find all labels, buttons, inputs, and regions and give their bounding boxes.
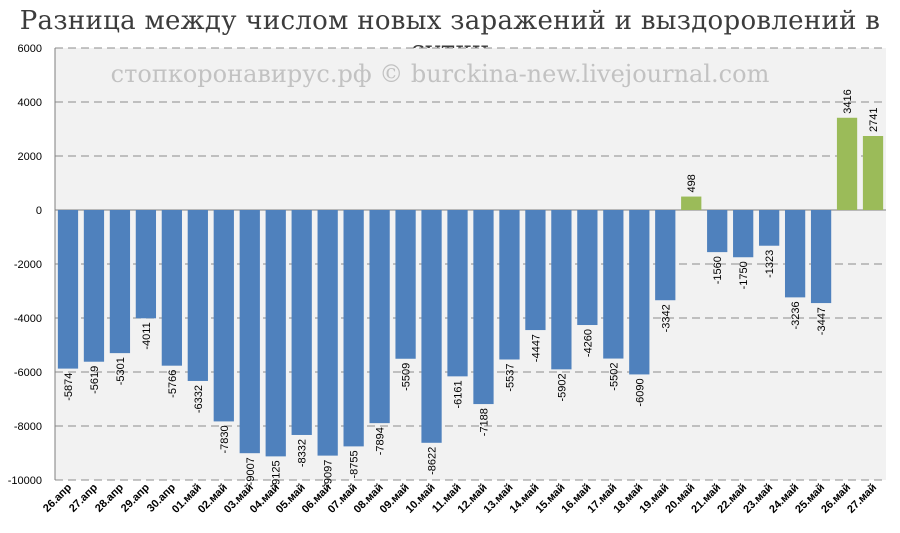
bar (187, 210, 208, 381)
data-label: -9125 (271, 460, 283, 488)
bar (213, 210, 234, 422)
data-label: -3342 (660, 304, 672, 332)
bar (784, 210, 806, 298)
data-label: -7830 (219, 425, 231, 453)
data-label: 2741 (868, 108, 880, 132)
data-label: -4260 (582, 329, 594, 357)
bar (369, 210, 390, 424)
bar (551, 210, 572, 370)
y-tick-label: 0 (36, 205, 42, 217)
data-label: -7894 (375, 427, 387, 455)
bar (525, 210, 546, 331)
bar (83, 210, 105, 362)
data-label: -1560 (712, 256, 724, 284)
bar (499, 210, 520, 360)
bar (759, 210, 780, 246)
data-label: -5766 (167, 370, 179, 398)
y-tick-label: 4000 (18, 97, 42, 109)
data-label: -5537 (504, 363, 516, 391)
data-label: -3236 (790, 301, 802, 329)
data-label: 498 (686, 174, 698, 192)
data-label: -5509 (401, 363, 413, 391)
data-label: -6090 (634, 378, 646, 406)
bar (57, 210, 79, 369)
data-label: -5619 (89, 366, 101, 394)
data-label: -6332 (193, 385, 205, 413)
data-label: -5502 (608, 363, 620, 391)
data-label: -8332 (297, 439, 309, 467)
data-label: -8622 (427, 447, 439, 475)
data-label: -9097 (323, 460, 335, 488)
data-label: -7188 (478, 408, 490, 436)
bar (447, 210, 468, 377)
bar (395, 210, 416, 359)
bar (291, 210, 312, 435)
y-tick-label: -6000 (14, 367, 42, 379)
bar (603, 210, 624, 359)
bar (317, 210, 338, 456)
y-tick-label: -2000 (14, 259, 42, 271)
bar (343, 210, 364, 447)
bar (421, 210, 442, 443)
bar (707, 210, 728, 253)
bar (239, 210, 260, 454)
x-tick-label: 27.май (845, 482, 879, 516)
data-label: -4011 (141, 322, 153, 349)
bar (862, 135, 884, 210)
bar (161, 210, 182, 366)
data-label: -9007 (245, 457, 257, 485)
bar (473, 210, 494, 405)
x-axis: 26.апр27.апр28.апр29.апр30.апр01.май02.м… (41, 481, 879, 515)
data-label: -5874 (63, 373, 75, 401)
y-tick-label: -10000 (8, 475, 42, 487)
y-tick-label: -8000 (14, 421, 42, 433)
data-label: -4447 (530, 334, 542, 362)
data-label: -6161 (453, 380, 465, 408)
bar (577, 210, 598, 326)
data-label: -5902 (556, 373, 568, 401)
bar (629, 210, 650, 375)
bar (135, 210, 157, 319)
bar (836, 117, 858, 210)
bar (810, 210, 832, 304)
data-label: 3416 (842, 89, 854, 113)
bar (681, 196, 702, 210)
watermark-text: стопкоронавирус.рф © burckina-new.livejo… (111, 60, 770, 88)
y-axis: -10000 -8000 -6000 -4000 -2000 0 2000 4000 6000 (8, 43, 56, 487)
bar (655, 210, 676, 301)
bar (265, 210, 286, 457)
data-label: -1323 (764, 250, 776, 278)
y-tick-label: -4000 (14, 313, 42, 325)
data-labels: -5874 -5619 -5301 -4011 -5766 -6332 -7830 -9007… (63, 89, 880, 488)
data-label: -5301 (115, 357, 127, 385)
y-tick-label: 2000 (18, 151, 42, 163)
data-label: -8755 (349, 450, 361, 478)
data-label: -1750 (738, 261, 750, 289)
bar (733, 210, 754, 258)
bar (109, 210, 131, 354)
y-tick-label: 6000 (18, 43, 42, 55)
bars (57, 117, 884, 457)
data-label: -3447 (816, 307, 828, 335)
